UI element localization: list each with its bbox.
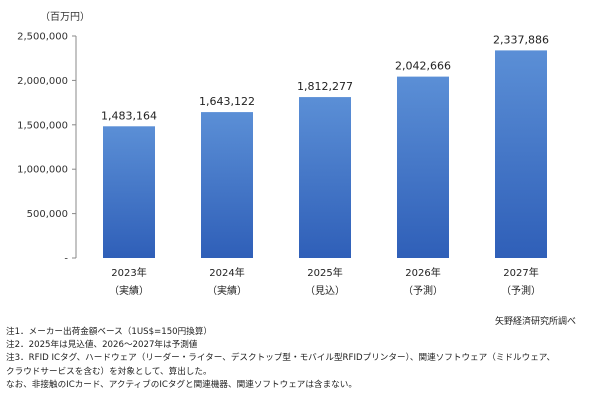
y-tick-label: 2,500,000: [17, 32, 68, 43]
bar-2: [201, 112, 253, 259]
note-line: 注2．2025年は見込値、2026～2027年は予測値: [6, 340, 198, 351]
x-category-year: 2027年: [503, 266, 538, 279]
bar-1: [103, 126, 155, 258]
x-category-year: 2025年: [307, 266, 342, 279]
data-label: 1,812,277: [297, 80, 353, 93]
note-line: 注3．RFID ICタグ、ハードウェア（リーダー・ライター、デスクトップ型・モバ…: [6, 353, 556, 364]
data-label: 1,643,122: [199, 95, 255, 108]
note-line: 注1．メーカー出荷金額ベース（1US$=150円換算）: [6, 327, 213, 337]
x-category-year: 2026年: [405, 266, 440, 279]
note-line: なお、非接触のICカード、アクティブのICタグと関連機器、関連ソフトウェアは含ま…: [6, 379, 357, 390]
bar-5: [495, 50, 547, 258]
x-category-status: （実績）: [109, 284, 149, 297]
notes: 注1．メーカー出荷金額ベース（1US$=150円換算） 注2．2025年は見込値…: [6, 326, 586, 392]
x-category-status: （見込）: [305, 285, 345, 297]
x-category-status: （実績）: [207, 284, 247, 297]
bar-3: [299, 97, 351, 259]
unit-label: （百万円）: [40, 11, 90, 23]
x-category-year: 2023年: [111, 266, 146, 279]
y-tick-label: 2,000,000: [17, 76, 68, 87]
data-label: 2,337,886: [493, 33, 549, 46]
y-tick-label: 1,500,000: [17, 120, 68, 131]
y-tick-label: -: [64, 254, 68, 265]
x-category-year: 2024年: [209, 266, 244, 279]
x-category-status: （予測）: [403, 284, 443, 297]
y-tick-label: 500,000: [27, 209, 68, 220]
x-category-status: （予測）: [501, 284, 541, 297]
note-line: クラウドサービスを含む）を対象として、算出した。: [6, 366, 212, 377]
data-label: 2,042,666: [395, 60, 451, 73]
bar-chart: （百万円） 2,500,000 2,000,000 1,500,000 1,000,0…: [17, 11, 549, 297]
data-label: 1,483,164: [101, 109, 157, 122]
bar-4: [397, 76, 449, 258]
y-tick-label: 1,000,000: [17, 165, 68, 176]
source-credit: 矢野経済研究所調べ: [494, 317, 576, 327]
